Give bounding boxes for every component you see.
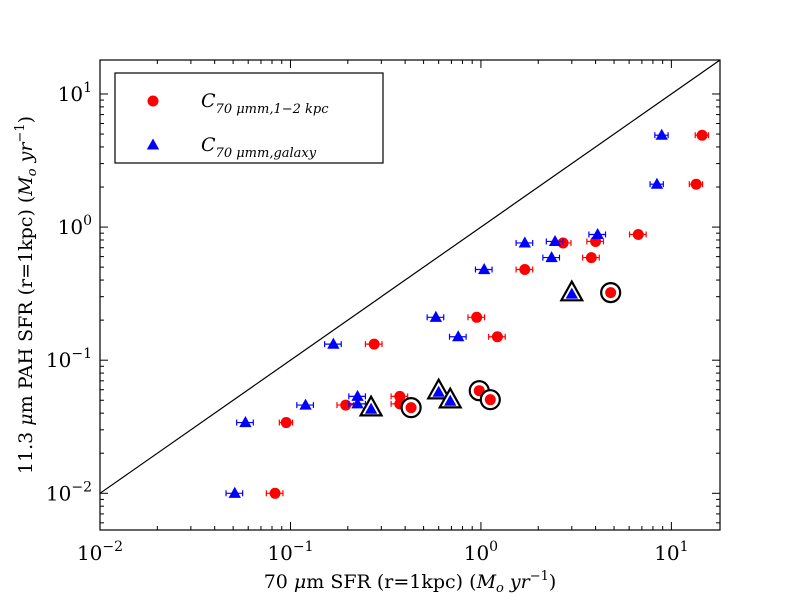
c70-galaxy-point-3: [324, 337, 342, 349]
triangle-marker: [432, 385, 445, 397]
c70-1-2kpc-point-7: [467, 311, 486, 323]
c70-1-2kpc-point-3: [364, 338, 383, 350]
series-c70-1-2kpc: [265, 129, 710, 499]
c70-galaxy-point-18: [654, 128, 669, 140]
y-tick-label: 101: [58, 80, 92, 106]
triangle-marker: [364, 402, 378, 414]
legend-triangle-marker: [146, 138, 160, 150]
triangle-marker: [518, 236, 531, 248]
circle-marker: [632, 228, 644, 240]
circle-marker: [269, 487, 281, 499]
c70-galaxy-point-10: [448, 330, 467, 342]
c70-galaxy-point-2: [296, 398, 315, 410]
c70-1-2kpc-point-10: [488, 331, 506, 343]
c70-galaxy-point-17: [649, 177, 664, 189]
c70-galaxy-point-8: [426, 377, 451, 400]
y-tick-label: 10−2: [46, 479, 92, 505]
legend: C70 μmm,1−2 kpc C70 μmm,galaxy: [114, 72, 384, 164]
triangle-marker: [452, 330, 465, 342]
legend-circle-marker: [147, 95, 159, 107]
circle-marker: [519, 264, 531, 276]
circle-marker: [491, 331, 503, 343]
axes: 10−2 10−1 100 101 10−2 10−1 100 101: [46, 59, 721, 565]
axis-labels: 70 μm SFR (r=1kpc) (Mo yr−1) 11.3 μm PAH …: [13, 116, 556, 596]
circle-marker: [340, 399, 352, 411]
c70-galaxy-point-12: [515, 236, 534, 248]
circle-marker: [405, 402, 417, 414]
triangle-marker: [239, 416, 252, 428]
y-tick-label: 100: [58, 213, 92, 239]
c70-galaxy-point-1: [236, 416, 254, 428]
triangle-marker: [477, 263, 491, 275]
c70-galaxy-point-5: [348, 397, 367, 409]
c70-1-2kpc-point-18: [694, 129, 710, 141]
circle-marker: [696, 129, 708, 141]
legend-label: C70 μmm,galaxy: [201, 134, 317, 161]
y-axis-label: 11.3 μm PAH SFR (r=1kpc) (Mo yr−1): [13, 116, 40, 474]
triangle-marker: [429, 310, 443, 322]
x-tick-label: 101: [654, 539, 688, 565]
c70-galaxy-point-7: [426, 310, 445, 322]
c70-1-2kpc-point-0: [265, 487, 284, 499]
triangle-marker: [444, 394, 457, 406]
x-tick-label: 100: [464, 539, 498, 565]
c70-1-2kpc-point-6: [400, 397, 422, 419]
x-tick-label: 10−1: [267, 539, 313, 565]
c70-galaxy-point-13: [542, 251, 561, 263]
triangle-marker: [327, 337, 340, 349]
c70-galaxy-point-16: [588, 227, 607, 240]
c70-galaxy-point-0: [225, 486, 244, 498]
circle-marker: [280, 417, 292, 429]
ticks: [99, 60, 720, 530]
legend-label: C70 μmm,1−2 kpc: [201, 90, 329, 117]
c70-galaxy-point-11: [474, 263, 493, 275]
c70-1-2kpc-point-17: [688, 178, 704, 190]
c70-galaxy-point-6: [358, 394, 384, 417]
legend-entry-c70-galaxy: C70 μmm,galaxy: [146, 134, 317, 161]
c70-galaxy-point-14: [545, 234, 564, 246]
c70-1-2kpc-point-13: [582, 252, 600, 264]
circle-marker: [368, 338, 380, 350]
circle-marker: [484, 394, 496, 406]
c70-galaxy-point-9: [437, 386, 463, 409]
plot-frame: [99, 59, 721, 531]
triangle-marker: [548, 234, 562, 246]
c70-1-2kpc-point-2: [336, 399, 355, 411]
c70-1-2kpc-point-15: [600, 281, 622, 304]
triangle-marker: [228, 486, 241, 498]
circle-marker: [690, 178, 702, 190]
triangle-marker: [655, 128, 668, 140]
triangle-marker: [299, 398, 312, 410]
circle-marker: [585, 252, 597, 264]
series-c70-galaxy: [225, 128, 669, 498]
triangle-marker: [351, 389, 364, 401]
c70-1-2kpc-point-16: [628, 228, 647, 240]
legend-entry-c70-1-2kpc: C70 μmm,1−2 kpc: [147, 90, 329, 117]
legend-box: [114, 72, 384, 164]
triangle-marker: [565, 287, 578, 299]
x-axis-label: 70 μm SFR (r=1kpc) (Mo yr−1): [264, 569, 557, 596]
c70-1-2kpc-point-9: [479, 389, 501, 411]
c70-galaxy-point-4: [348, 389, 367, 401]
triangle-marker: [591, 227, 604, 240]
c70-1-2kpc-point-1: [278, 417, 294, 429]
one-to-one-line: [100, 60, 720, 494]
triangle-marker: [351, 397, 364, 409]
y-tick-label: 10−1: [46, 346, 92, 372]
triangle-marker: [650, 177, 664, 189]
circle-marker: [471, 311, 483, 323]
plot-area: [100, 60, 720, 499]
circle-marker: [605, 287, 617, 299]
c70-1-2kpc-point-11: [515, 264, 534, 276]
x-tick-label: 10−2: [77, 539, 123, 565]
c70-galaxy-point-15: [559, 279, 585, 302]
triangle-marker: [545, 251, 558, 263]
